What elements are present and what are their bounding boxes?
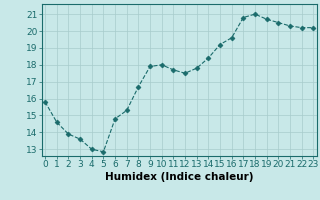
X-axis label: Humidex (Indice chaleur): Humidex (Indice chaleur) bbox=[105, 172, 253, 182]
